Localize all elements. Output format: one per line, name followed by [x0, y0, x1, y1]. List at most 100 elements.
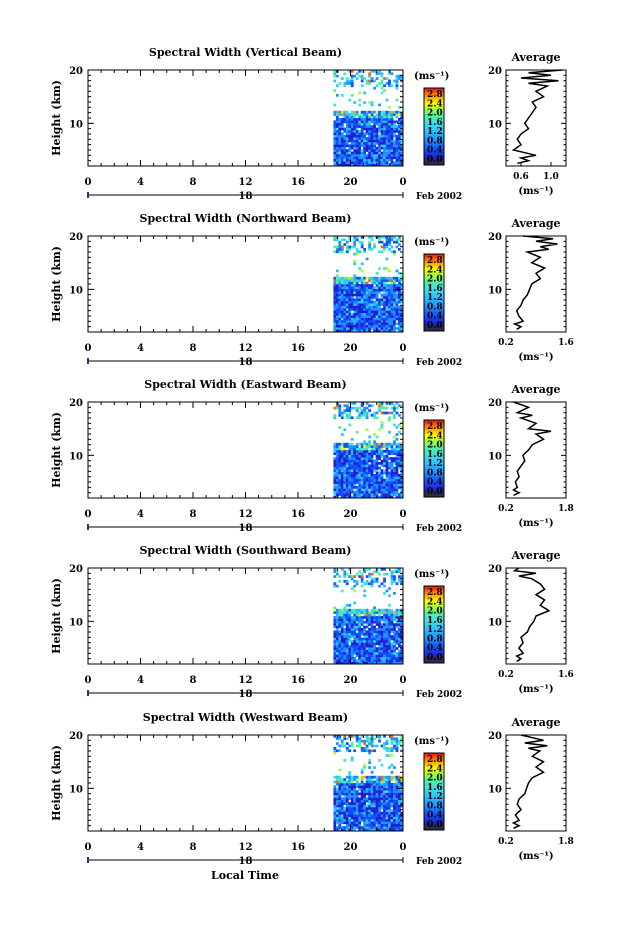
heatmap-cell: [358, 481, 362, 484]
heatmap-cell: [335, 459, 339, 463]
heatmap-cell: [378, 471, 381, 475]
heatmap-cell: [335, 659, 339, 662]
heatmap-cell: [360, 269, 364, 273]
heatmap-cell: [333, 606, 337, 610]
heatmap-cell: [345, 632, 349, 636]
heatmap-cell: [353, 811, 357, 815]
heatmap-cell: [400, 312, 404, 316]
heatmap-cell: [343, 819, 347, 822]
heatmap-cell: [340, 618, 344, 622]
heatmap-cell: [353, 459, 357, 463]
heatmap-cell: [393, 656, 396, 660]
heatmap-cell: [338, 785, 342, 789]
colorbar-unit: (ms⁻¹): [414, 237, 449, 248]
heatmap-cell: [388, 649, 391, 653]
heatmap-cell: [335, 269, 339, 273]
heatmap-cell: [400, 802, 404, 805]
heatmap-cell: [395, 464, 399, 468]
heatmap-cell: [390, 236, 394, 239]
heatmap-cell: [390, 139, 394, 143]
heatmap-cell: [375, 303, 379, 306]
heatmap-cell: [355, 118, 359, 121]
heatmap-cell: [370, 816, 374, 820]
heatmap-cell: [388, 132, 391, 136]
heatmap-cell: [343, 324, 347, 328]
heatmap-cell: [360, 785, 364, 789]
heatmap-cell: [385, 490, 389, 494]
heatmap-cell: [363, 158, 367, 162]
heatmap-cell: [358, 630, 362, 634]
heatmap-cell: [343, 611, 347, 614]
y-tick-label: 20: [69, 66, 83, 77]
heatmap-cell: [363, 125, 367, 128]
heatmap-cell: [388, 134, 391, 138]
average-title: Average: [510, 217, 560, 230]
heatmap-cell: [395, 466, 399, 470]
heatmap-cell: [373, 749, 376, 753]
heatmap-cell: [365, 402, 369, 405]
heatmap-cell: [378, 466, 381, 470]
heatmap-cell: [383, 300, 386, 304]
heatmap-cell: [355, 652, 359, 655]
heatmap-cell: [368, 132, 371, 136]
heatmap-cell: [388, 296, 391, 299]
heatmap-cell: [398, 276, 401, 280]
heatmap-cell: [348, 749, 352, 753]
heatmap-cell: [340, 785, 344, 789]
heatmap-cell: [373, 476, 376, 480]
heatmap-cell: [390, 151, 394, 155]
heatmap-cell: [380, 623, 384, 626]
heatmap-cell: [338, 737, 342, 741]
heatmap-cell: [375, 127, 379, 131]
heatmap-cell: [400, 146, 404, 150]
heatmap-cell: [380, 790, 384, 793]
heatmap-cell: [395, 406, 399, 410]
heatmap-cell: [383, 618, 386, 622]
heatmap-cell: [385, 113, 389, 116]
heatmap-cell: [340, 642, 344, 646]
heatmap-cell: [340, 616, 344, 619]
heatmap-cell: [358, 787, 362, 791]
heatmap-cell: [350, 300, 354, 304]
colorbar: [423, 752, 445, 831]
heatmap-cell: [333, 110, 337, 114]
heatmap-cell: [343, 276, 347, 280]
heatmap-cell: [400, 613, 404, 617]
heatmap-cell: [390, 445, 394, 448]
heatmap-cell: [400, 156, 404, 160]
heatmap-cell: [338, 640, 342, 643]
heatmap-cell: [400, 445, 404, 448]
heatmap-cell: [363, 466, 367, 470]
heatmap-cell: [398, 795, 401, 798]
heatmap-cell: [388, 587, 391, 590]
heatmap-cell: [383, 142, 386, 145]
heatmap-cell: [378, 110, 381, 114]
heatmap-cell: [363, 248, 367, 251]
colorbar-tick-label: 1.6: [427, 783, 443, 793]
heatmap-cell: [340, 483, 344, 487]
heatmap-cell: [400, 659, 404, 662]
heatmap-cell: [398, 149, 401, 152]
heatmap-cell: [395, 312, 399, 316]
heatmap-cell: [335, 611, 339, 614]
heatmap-cell: [380, 158, 384, 162]
heatmap-cell: [370, 807, 374, 810]
heatmap-cell: [395, 795, 399, 798]
heatmap-cell: [375, 84, 379, 88]
heatmap-cell: [370, 454, 374, 458]
heatmap-cell: [358, 103, 362, 107]
heatmap-cell: [355, 785, 359, 789]
heatmap-cell: [348, 156, 352, 160]
heatmap-cell: [338, 775, 342, 779]
heatmap-cell: [370, 139, 374, 143]
heatmap-cell: [363, 816, 367, 820]
heatmap-cell: [388, 269, 391, 273]
heatmap-cell: [383, 139, 386, 143]
heatmap-cell: [363, 799, 367, 803]
heatmap-cell: [340, 632, 344, 636]
heatmap-cell: [365, 471, 369, 475]
heatmap-cell: [353, 647, 357, 650]
heatmap-cell: [350, 447, 354, 451]
heatmap-cell: [380, 632, 384, 636]
heatmap-cell: [385, 125, 389, 128]
